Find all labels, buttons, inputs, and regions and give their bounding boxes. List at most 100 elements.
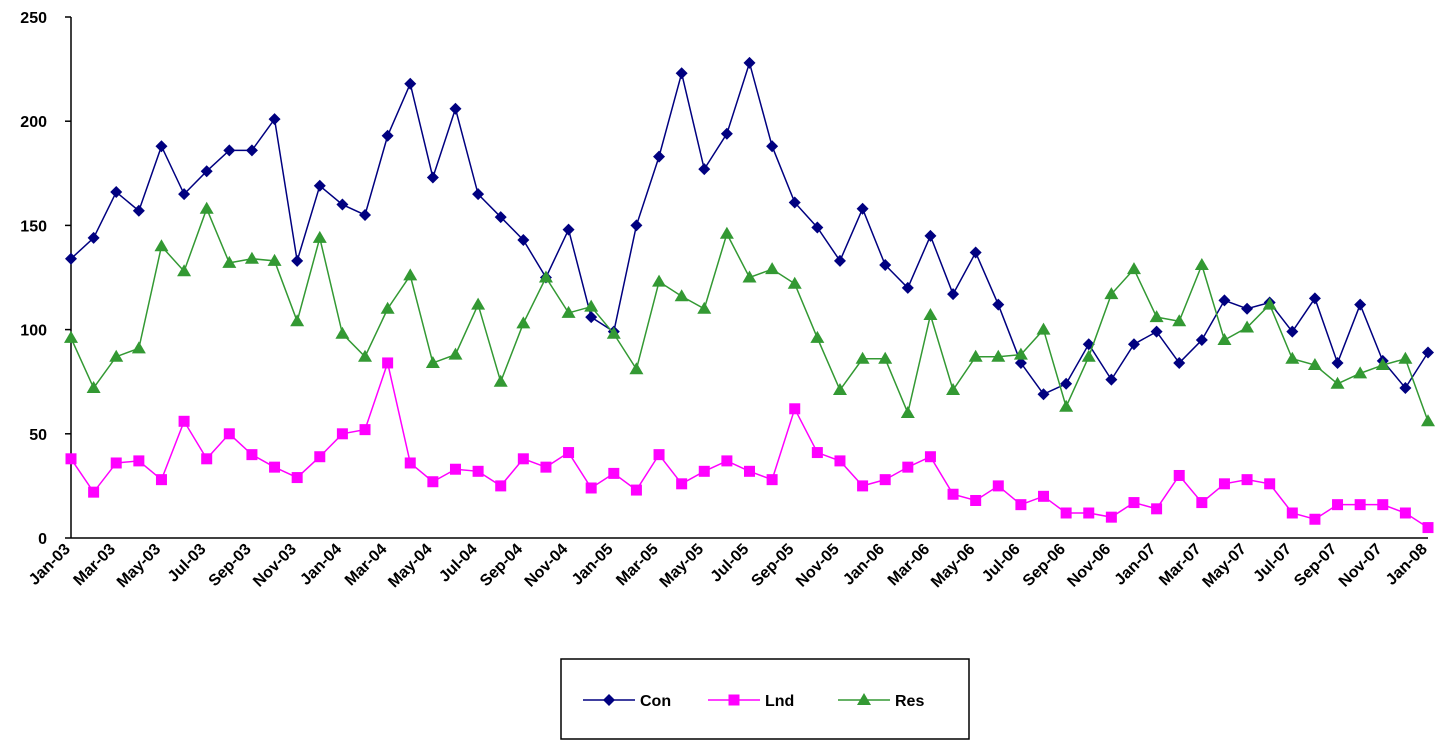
marker [855,351,870,364]
marker [1059,399,1074,412]
marker [857,693,871,705]
x-tick-label: Mar-04 [342,541,391,590]
marker [675,67,688,80]
marker [766,474,778,486]
marker [968,349,983,362]
marker [291,254,304,267]
marker [630,484,642,496]
marker [359,208,372,221]
x-tick-label: Jul-07 [1250,541,1295,586]
y-tick-label: 50 [29,427,47,444]
x-tick-label: Jul-03 [165,541,210,586]
y-tick-label: 0 [38,531,47,548]
marker [992,298,1005,311]
marker [312,230,327,243]
marker [811,447,823,459]
marker [1354,499,1366,511]
marker [970,494,982,506]
marker [1150,325,1163,338]
marker [1218,478,1230,490]
marker [132,204,145,217]
marker [1285,351,1300,364]
marker [109,349,124,362]
series-line [70,206,1429,422]
x-tick-label: May-06 [928,541,978,591]
x-tick-label: Sep-06 [1020,541,1069,590]
marker [448,347,463,360]
marker [879,474,891,486]
marker [133,455,145,467]
marker [314,451,326,463]
marker [743,56,756,69]
marker [427,476,439,488]
marker [721,455,733,467]
marker [223,428,235,440]
x-tick-label: Jan-08 [1383,541,1431,589]
x-tick-label: Jan-04 [297,541,345,589]
marker [1309,513,1321,525]
marker [585,311,598,324]
x-tick-label: May-04 [385,541,435,591]
marker [1332,499,1344,511]
marker [382,357,394,369]
x-tick-label: May-03 [114,541,164,591]
marker [1286,325,1299,338]
marker [199,201,214,214]
marker [1014,356,1027,369]
marker [744,465,755,477]
marker [765,262,780,275]
marker [472,188,485,201]
x-tick-label: Jul-06 [979,541,1024,586]
marker [719,226,734,239]
legend-box [560,658,970,740]
marker [110,457,122,469]
marker [155,140,168,153]
marker [1015,499,1027,511]
marker [449,102,462,115]
marker [992,480,1004,492]
marker [200,165,213,178]
x-tick-label: Sep-04 [477,541,526,590]
marker [1105,511,1117,523]
y-tick-label: 200 [20,114,47,131]
marker [676,478,688,490]
marker [404,77,417,90]
marker [1036,322,1051,335]
x-tick-label: May-07 [1200,541,1250,591]
marker [1173,469,1185,481]
marker [1422,522,1434,534]
marker [1241,474,1253,486]
x-tick-label: Jan-05 [569,541,617,589]
marker [358,349,373,362]
marker [267,253,282,266]
marker [606,326,621,339]
marker [1037,388,1050,401]
x-tick-label: Jan-07 [1112,541,1160,589]
marker [495,480,507,492]
marker [1422,346,1434,359]
marker [449,463,461,475]
marker [585,482,597,494]
marker [698,465,710,477]
marker [87,231,100,244]
legend-label: Con [640,693,671,710]
marker [1399,381,1412,394]
marker [856,202,869,215]
marker [1172,314,1187,327]
marker [291,472,303,484]
marker [493,374,508,387]
legend: Con Lnd Res [583,693,924,710]
marker [1104,287,1119,300]
marker [924,229,937,242]
marker [1241,302,1254,315]
marker [947,488,959,500]
marker [1151,503,1163,515]
marker [946,383,961,396]
marker [991,349,1006,362]
marker [788,196,801,209]
marker [1149,310,1164,323]
marker [1038,490,1050,502]
marker [222,255,237,268]
marker [630,219,643,232]
